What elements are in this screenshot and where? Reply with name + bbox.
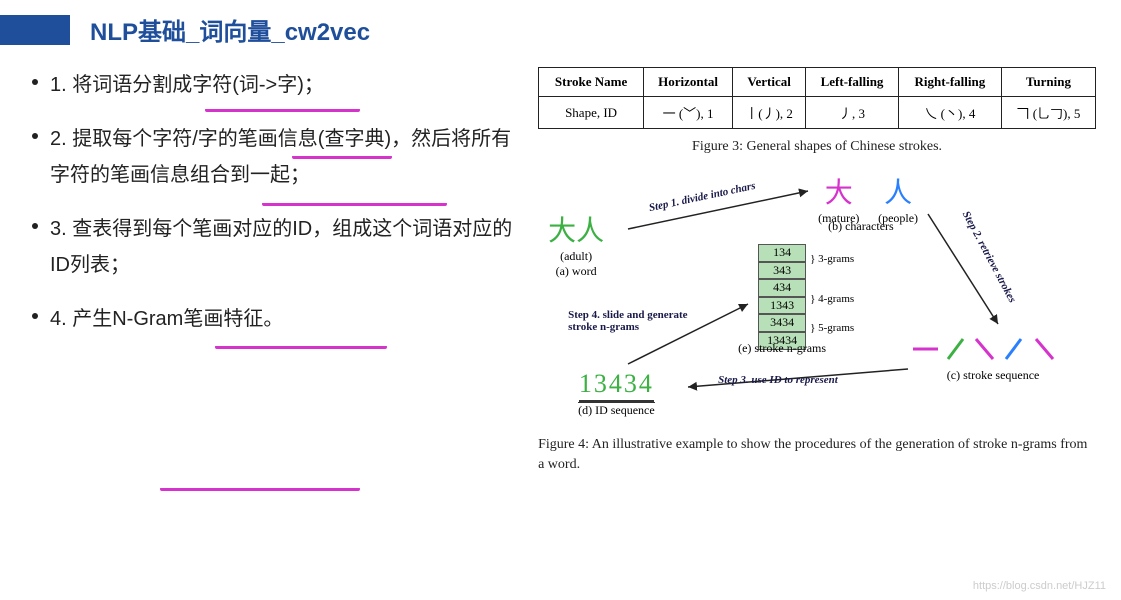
bullet-3-text: 3. 查表得到每个笔画对应的ID，组成这个词语对应的ID列表；: [50, 218, 512, 276]
word-sub: (adult): [560, 249, 592, 263]
node-ngrams: 134 343 434 1343 3434 13434: [758, 244, 806, 350]
step3-label: Step 3. use ID to represent: [718, 374, 838, 386]
fig4-caption: Figure 4: An illustrative example to sho…: [538, 435, 1096, 474]
slide-title: NLP基础_词向量_cw2vec: [90, 12, 370, 47]
bullet-2-text: 2. 提取每个字符/字的笔画信息(查字典)，然后将所有字符的笔画信息组合到一起；: [50, 128, 511, 186]
bullet-3: 3. 查表得到每个笔画对应的ID，组成这个词语对应的ID列表；: [50, 211, 528, 283]
slide: NLP基础_词向量_cw2vec 1. 将词语分割成字符(词->字)； 2. 提…: [0, 0, 1121, 600]
bullet-2: 2. 提取每个字符/字的笔画信息(查字典)，然后将所有字符的笔画信息组合到一起；: [50, 121, 528, 193]
node-strokes: (c) stroke sequence: [908, 334, 1078, 383]
fig4-caption-text: Figure 4: An illustrative example to sho…: [538, 437, 1087, 472]
ngram-2: 434: [758, 279, 806, 297]
td-2: 丿, 3: [806, 97, 899, 129]
hand-underline: [262, 202, 447, 206]
th-2: Vertical: [733, 68, 806, 97]
th-0: Stroke Name: [539, 68, 644, 97]
step4-label: Step 4. slide and generate stroke n-gram…: [568, 309, 708, 333]
table-header-row: Stroke Name Horizontal Vertical Left-fal…: [539, 68, 1096, 97]
ngram-0: 134: [758, 244, 806, 262]
header-accent-bar: [0, 15, 70, 45]
strokes-tag: (c) stroke sequence: [947, 368, 1040, 382]
bullet-4-text: 4. 产生N-Gram笔画特征。: [50, 308, 283, 330]
right-panel: Stroke Name Horizontal Vertical Left-fal…: [538, 67, 1121, 474]
td-3: 乀 (丶), 4: [898, 97, 1001, 129]
char1-glyph: 大: [825, 178, 853, 209]
td-1: 丨(丿), 2: [733, 97, 806, 129]
hand-underline: [215, 345, 387, 349]
ngram-3: 1343: [758, 297, 806, 315]
step2-label: Step 2. retrieve strokes: [960, 209, 1019, 305]
diagram: 大人 (adult) (a) word 大 (mature) 人 (people…: [538, 169, 1096, 429]
ngram-1: 343: [758, 262, 806, 280]
watermark: https://blog.csdn.net/HJZ11: [973, 580, 1106, 592]
hand-underline: [160, 487, 360, 491]
idseq-tag: (d) ID sequence: [578, 403, 655, 417]
word-tag: (a) word: [556, 264, 597, 278]
stroke-table: Stroke Name Horizontal Vertical Left-fal…: [538, 67, 1096, 129]
ngram-label-3: } 3-grams: [810, 253, 854, 265]
ngram-label-5: } 5-grams: [810, 322, 854, 334]
header: NLP基础_词向量_cw2vec: [0, 0, 1121, 47]
bullet-1: 1. 将词语分割成字符(词->字)；: [50, 67, 528, 103]
node-idseq: 13434 (d) ID sequence: [578, 369, 655, 418]
hand-underline: [205, 108, 360, 112]
table-data-row: Shape, ID 一 (﹀), 1 丨(丿), 2 丿, 3 乀 (丶), 4…: [539, 97, 1096, 129]
node-char2: 人 (people): [878, 171, 918, 226]
bullet-1-text: 1. 将词语分割成字符(词->字)；: [50, 74, 324, 96]
td-4: 𠃍 (乚𠃌), 5: [1001, 97, 1095, 129]
td-label: Shape, ID: [539, 97, 644, 129]
ngram-4: 3434: [758, 314, 806, 332]
step1-label: Step 1. divide into chars: [648, 180, 757, 214]
strokes-svg: [908, 334, 1078, 364]
th-4: Right-falling: [898, 68, 1001, 97]
word-glyph: 大人: [548, 216, 604, 247]
ngram-label-4: } 4-grams: [810, 293, 854, 305]
idseq-val: 13434: [579, 369, 654, 402]
fig3-caption: Figure 3: General shapes of Chinese stro…: [538, 139, 1096, 155]
char2-glyph: 人: [884, 178, 912, 209]
node-word: 大人 (adult) (a) word: [548, 209, 604, 279]
th-1: Horizontal: [644, 68, 733, 97]
bullet-list: 1. 将词语分割成字符(词->字)； 2. 提取每个字符/字的笔画信息(查字典)…: [0, 67, 538, 474]
body: 1. 将词语分割成字符(词->字)； 2. 提取每个字符/字的笔画信息(查字典)…: [0, 67, 1121, 474]
ngrams-tag: (e) stroke n-grams: [738, 341, 826, 356]
node-char1: 大 (mature): [818, 171, 859, 226]
hand-underline: [292, 155, 392, 159]
chars-tag: (b) characters: [828, 219, 894, 234]
td-0: 一 (﹀), 1: [644, 97, 733, 129]
th-5: Turning: [1001, 68, 1095, 97]
th-3: Left-falling: [806, 68, 899, 97]
bullet-4: 4. 产生N-Gram笔画特征。: [50, 301, 528, 337]
